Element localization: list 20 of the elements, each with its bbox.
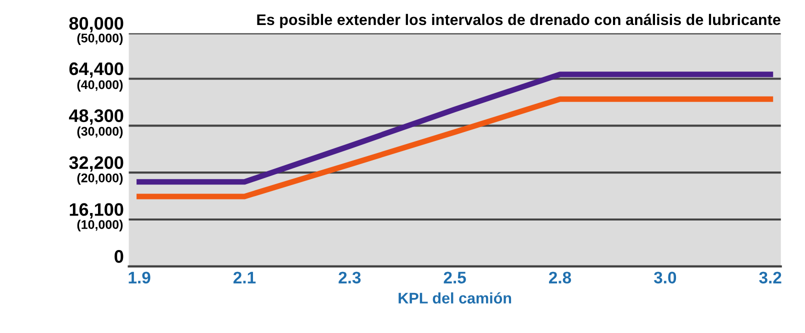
y-tick-label: 16,100 [70,203,124,219]
y2-tick-label: (10,000) [77,220,123,232]
chart-title: Es posible extender los intervalos de drenado con análisis de lubricante [257,14,780,28]
y2-tick-label: (20,000) [77,173,123,185]
x-tick-label: 2.1 [233,272,256,284]
x-tick-label: 3.2 [759,272,782,284]
y2-tick-label: (30,000) [77,126,123,138]
y2-tick-label: (50,000) [77,33,123,45]
x-tick-label: 1.9 [128,272,150,284]
y-tick-label: 32,200 [69,156,124,172]
y-tick-label: 80,000 [69,16,124,32]
y-tick-label: 64,400 [69,62,124,78]
y2-tick-label: (40,000) [77,80,123,92]
x-tick-label: 2.5 [444,272,466,284]
y-tick-label: 48,300 [68,109,124,125]
x-tick-label: 2.8 [548,272,572,284]
x-axis-title: KPL del camión [398,292,512,304]
x-tick-label: 3.0 [654,272,676,284]
x-tick-label: 2.3 [338,272,361,284]
y-tick-label: 0 [114,250,124,263]
